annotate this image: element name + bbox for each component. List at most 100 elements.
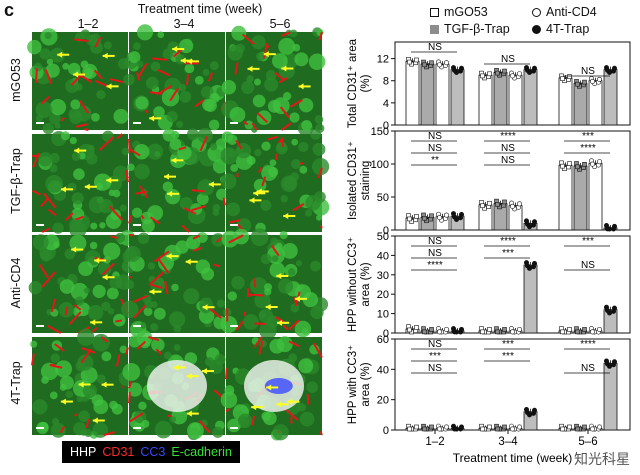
vessel-segment — [148, 336, 160, 342]
data-point — [480, 203, 485, 209]
data-point — [567, 327, 572, 332]
arrow-icon — [298, 83, 304, 90]
arrow-icon — [180, 57, 186, 64]
y-axis-label: area (%) — [360, 262, 372, 306]
tissue-cell — [214, 354, 226, 366]
tissue-cell — [87, 304, 104, 321]
significance-label: NS — [428, 248, 442, 259]
tissue-cell — [78, 410, 90, 423]
vessel-segment — [108, 205, 123, 221]
bar — [523, 264, 538, 334]
vessel-segment — [64, 306, 69, 316]
data-point — [487, 200, 492, 206]
vessel-segment — [242, 120, 249, 126]
vessel-segment — [251, 415, 256, 426]
data-point — [516, 424, 522, 430]
data-point — [604, 226, 610, 232]
tissue-cell — [226, 202, 241, 217]
arrow-icon — [185, 258, 191, 265]
tissue-cell — [150, 61, 161, 72]
tissue-cell — [127, 163, 135, 172]
tissue-cell — [35, 101, 53, 119]
vessel-segment — [135, 72, 141, 81]
tissue-cell — [162, 181, 173, 192]
tissue-cell — [91, 112, 100, 122]
bar — [573, 165, 588, 231]
y-axis-label: HPP with CC3⁺ — [347, 345, 359, 424]
tissue-cell — [77, 328, 95, 346]
vessel-segment — [126, 175, 129, 179]
vessel-segment — [40, 95, 51, 105]
significance-label: NS — [428, 236, 442, 247]
significance-label: NS — [501, 54, 515, 65]
data-point — [443, 60, 449, 66]
tissue-cell — [269, 159, 277, 167]
significance-label: *** — [502, 248, 514, 259]
data-point — [451, 67, 457, 73]
tissue-cell — [289, 112, 300, 123]
vessel-segment — [191, 189, 205, 193]
tissue-cell — [150, 301, 158, 309]
vessel-segment — [225, 367, 228, 380]
tissue-cell — [92, 284, 106, 298]
vessel-segment — [199, 136, 208, 152]
tissue-cell — [32, 399, 48, 415]
tissue-cell — [134, 163, 150, 180]
vessel-segment — [209, 308, 222, 319]
vessel-segment — [234, 62, 239, 75]
tissue-cell — [298, 358, 314, 374]
tissue-cell — [287, 268, 296, 276]
data-point — [604, 67, 610, 73]
data-point — [589, 329, 595, 335]
significance-label: NS — [428, 363, 442, 374]
arrow-icon — [102, 274, 108, 281]
arrow-icon — [251, 404, 257, 411]
y-axis-label: (%) — [360, 74, 372, 92]
bar — [588, 162, 603, 231]
tissue-cell — [59, 279, 75, 294]
arrow-icon — [202, 304, 208, 311]
tissue-cell — [178, 83, 187, 92]
vessel-segment — [80, 348, 92, 364]
tissue-cell — [101, 351, 112, 362]
tissue-cell — [65, 390, 74, 399]
tissue-cell — [294, 320, 312, 338]
arrow-icon — [106, 83, 112, 90]
tissue-cell — [270, 237, 278, 246]
vessel-segment — [155, 348, 163, 356]
arrow-icon — [173, 364, 179, 371]
tissue-cell — [84, 428, 93, 438]
arrow-icon — [263, 51, 269, 58]
data-point — [560, 329, 565, 335]
tissue-cell — [208, 119, 220, 131]
tissue-cell — [274, 242, 283, 251]
data-point — [596, 159, 602, 165]
vessel-segment — [280, 122, 292, 131]
tissue-cell — [75, 296, 85, 306]
data-point — [509, 426, 515, 432]
data-point — [560, 76, 565, 81]
scale-bar — [133, 224, 141, 226]
vessel-segment — [41, 227, 51, 233]
vessel-segment — [279, 106, 290, 119]
data-point — [611, 305, 617, 311]
vessel-segment — [228, 219, 241, 224]
tissue-cell — [265, 69, 277, 81]
tissue-cell — [310, 260, 321, 272]
tissue-cell — [141, 419, 150, 428]
tissue-cell — [96, 374, 106, 384]
tissue-cell — [162, 128, 176, 142]
tissue-cell — [195, 259, 211, 274]
y-tick-label: 20 — [377, 395, 389, 407]
x-tick-label: 1–2 — [425, 436, 444, 448]
vessel-segment — [149, 271, 165, 285]
vessel-segment — [285, 408, 299, 421]
vessel-segment — [60, 117, 66, 122]
tissue-cell — [231, 25, 247, 41]
tissue-cell — [45, 174, 64, 193]
micrograph-tile — [121, 232, 227, 338]
vessel-segment — [236, 173, 239, 178]
bar — [558, 77, 573, 126]
vessel-segment — [288, 340, 300, 348]
y-tick-label: 100 — [371, 159, 389, 171]
